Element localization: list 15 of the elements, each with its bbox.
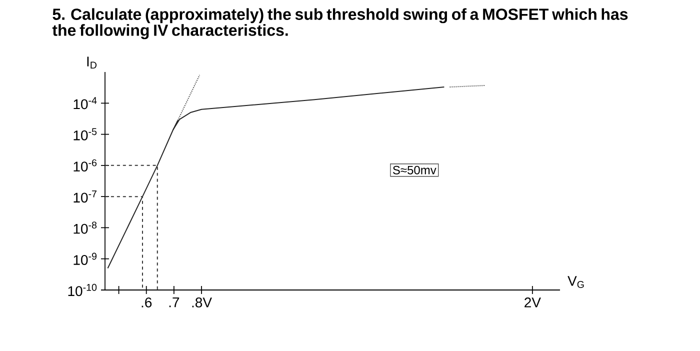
annotation: S≈50mv [392,166,436,174]
y-tick-label: 10$^{-4}$ [74,97,97,110]
y-tick-label: 10$^{-5}$ [74,128,97,140]
y-tick-label: 10$^{-8}$ [74,222,97,234]
y-tick-label: 10$^{-9}$ [74,252,97,265]
x-tick-label: 2V [524,298,541,308]
x-tick-label: .6 [142,298,152,308]
x-tick-label: .8V [192,298,212,308]
x-tick-label: .7 [169,298,180,308]
x-axis-title: V$_{G}$ [568,276,584,288]
chart-title: 5. Calculate (approximately) the sub threshold swing of a MOSFET which has the following IV characteristics. [52,8,628,40]
y-tick-label: 10$^{-7}$ [74,190,96,203]
y-tick-label: 10$^{-6}$ [74,159,97,172]
y-axis-title: I$_{D}$ [87,56,97,68]
y-tick-label: 10$^{-10}$ [68,284,97,296]
